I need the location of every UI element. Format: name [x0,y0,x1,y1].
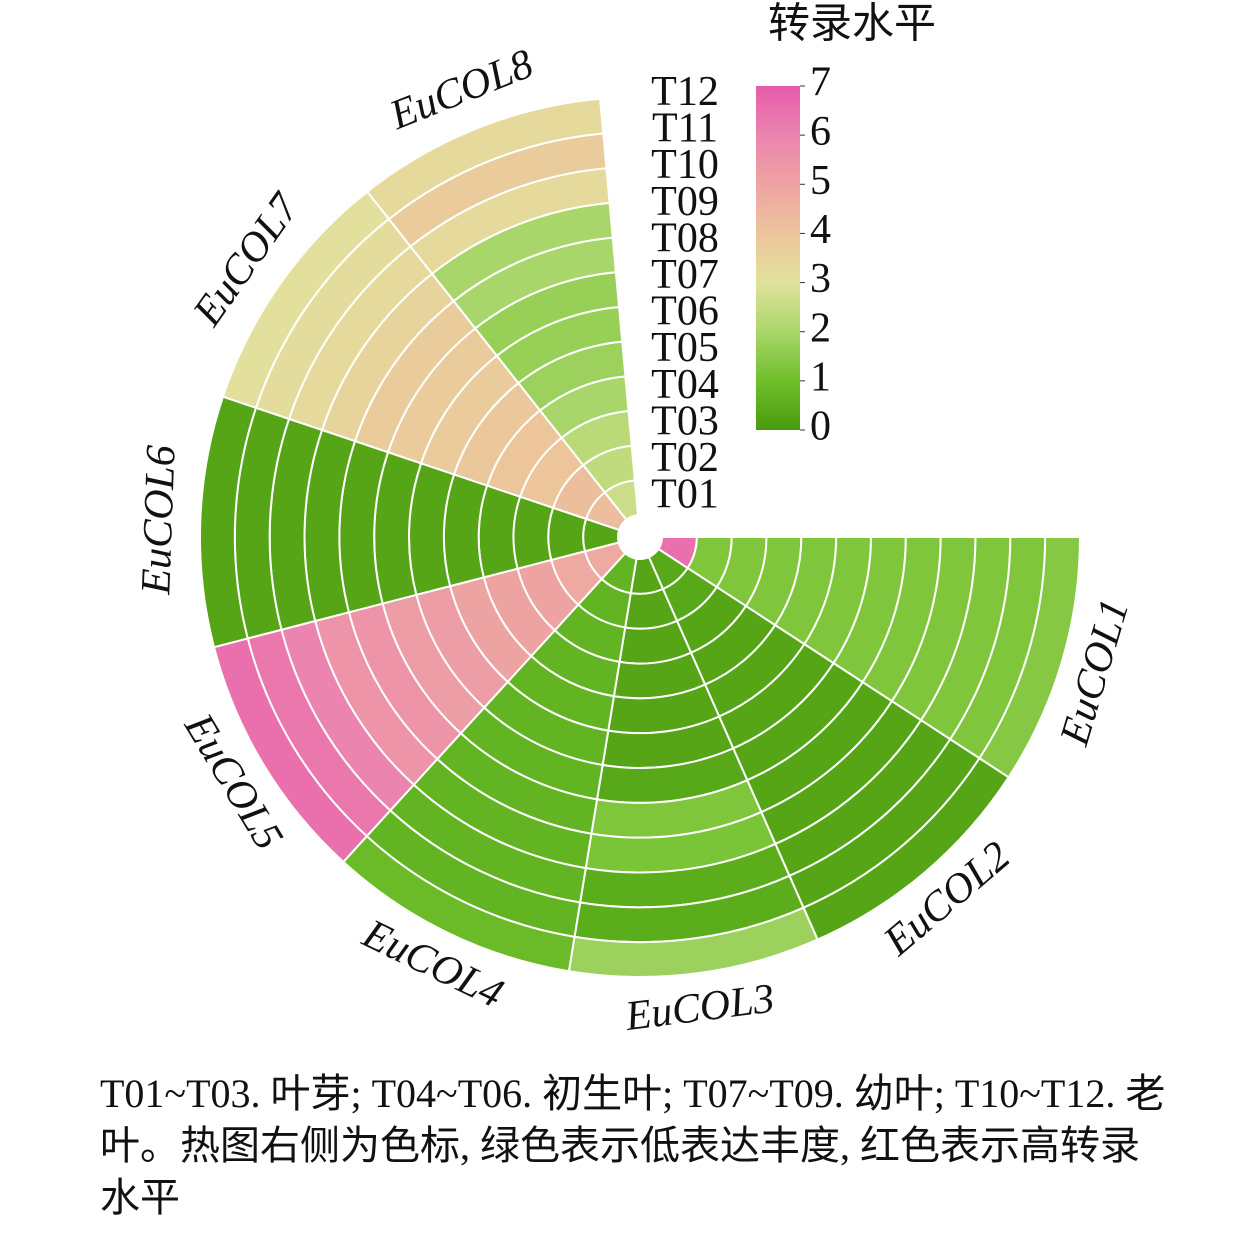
ring-label: T05 [651,325,719,371]
ring-label: T04 [651,362,719,408]
colorbar-tick-label: 4 [810,207,831,253]
ring-label: T08 [651,215,719,261]
chart: 转录水平 EuCOL1EuCOL2EuCOL3EuCOL4EuCOL5EuCOL… [133,2,1138,1041]
ring-label: T09 [651,179,719,225]
heat-cell [512,495,555,570]
colorbar [756,86,800,430]
colorbar-title: 转录水平 [768,2,936,48]
caption: T01~T03. 叶芽; T04~T06. 初生叶; T07~T09. 幼叶; … [100,1071,1166,1220]
colorbar-tick-label: 6 [810,109,831,155]
colorbar-tick-label: 5 [810,158,831,204]
colorbar-tick-label: 3 [810,256,831,302]
ring-label: T03 [651,398,719,444]
colorbar-tick-label: 0 [810,404,831,450]
ring-label: T12 [651,69,719,115]
colorbar-tick-label: 1 [810,354,831,400]
ring-label: T11 [652,106,718,152]
colorbar-tick-label: 2 [810,305,831,351]
gene-label: EuCOL6 [133,444,184,596]
ring-label: T02 [651,435,719,481]
ring-label: T06 [651,289,719,335]
ring-label: T10 [651,142,719,188]
ring-label: T01 [651,472,719,518]
heat-cell [365,97,605,221]
heat-cell [477,484,522,579]
ring-label: T07 [651,252,719,298]
gene-label: EuCOL3 [622,976,777,1041]
colorbar-tick-label: 7 [810,60,831,106]
